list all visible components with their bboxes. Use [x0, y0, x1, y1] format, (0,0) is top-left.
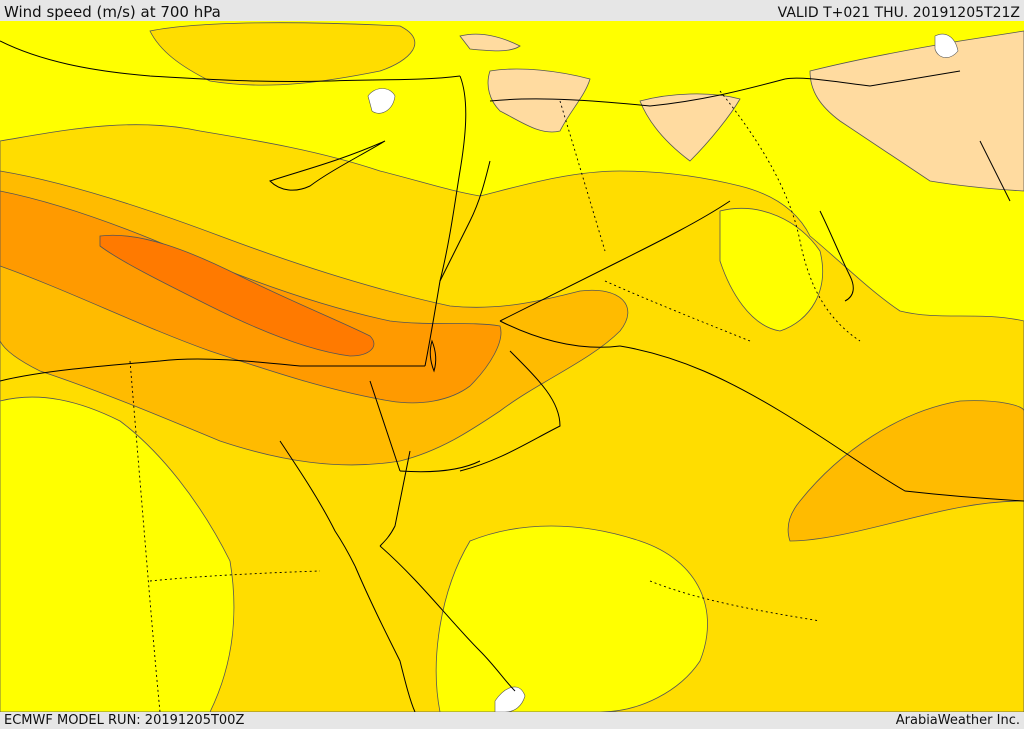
credit-label: ArabiaWeather Inc. — [895, 713, 1020, 728]
no-data-patch-south — [494, 686, 526, 712]
band-5-jet-max — [99, 234, 375, 357]
no-data-patches — [367, 33, 959, 712]
coastline-med-north — [0, 40, 461, 83]
border-levant-inland — [439, 160, 491, 282]
band-1-hole-southwest — [0, 396, 235, 712]
coastline-cyprus — [269, 140, 386, 191]
valid-time: VALID T+021 THU. 20191205T21Z — [777, 5, 1020, 21]
border-saudi-jordan — [499, 320, 621, 348]
no-data-patch-northeast — [934, 33, 959, 58]
wind-speed-map[interactable] — [0, 21, 1024, 712]
coastlines — [0, 40, 1011, 712]
border-jordan-saudi-south — [459, 350, 561, 472]
country-borders — [129, 90, 861, 712]
border-israel-egypt — [369, 380, 401, 472]
band-5-regions — [99, 234, 375, 357]
border-turkey-syria — [489, 78, 786, 107]
band-1-holes — [0, 208, 823, 712]
border-egypt-sudan — [149, 570, 321, 582]
band-2-north — [149, 22, 415, 86]
border-iraq-saudi — [604, 280, 751, 342]
band-3-east — [787, 400, 1024, 542]
coastline-egypt-north — [0, 358, 425, 382]
calm-region-turkey-north — [459, 33, 521, 52]
coastline-dead-sea — [429, 339, 437, 373]
border-iraq-north — [784, 70, 961, 87]
map-title: Wind speed (m/s) at 700 hPa — [4, 3, 221, 21]
border-sinai — [399, 460, 481, 473]
model-run-label: ECMWF MODEL RUN: 20191205T00Z — [4, 713, 245, 728]
calm-region-iraq — [639, 93, 741, 162]
calm-region-iran — [809, 30, 1024, 192]
coastline-levant — [424, 75, 467, 367]
border-iraq-iran — [719, 90, 861, 342]
map-area[interactable] — [0, 21, 1024, 712]
footer-bar: ECMWF MODEL RUN: 20191205T00Z ArabiaWeat… — [0, 712, 1024, 729]
coastline-red-sea-west — [354, 565, 416, 712]
band-1-hole-east — [719, 208, 823, 332]
border-egypt-libya — [129, 360, 161, 712]
band-1-hole-south-central — [435, 525, 708, 712]
coastline-caspian — [979, 140, 1011, 202]
coastline-suez-gulf — [279, 440, 356, 567]
border-saudi-iraq — [619, 345, 1024, 502]
coastline-red-sea-east — [379, 545, 516, 692]
political-lines — [369, 70, 1024, 502]
coastline-persian-gulf — [819, 210, 854, 302]
border-jordan-iraq — [499, 200, 731, 322]
no-data-patch-north — [367, 88, 396, 114]
title-bar: Wind speed (m/s) at 700 hPa VALID T+021 … — [0, 0, 1024, 21]
